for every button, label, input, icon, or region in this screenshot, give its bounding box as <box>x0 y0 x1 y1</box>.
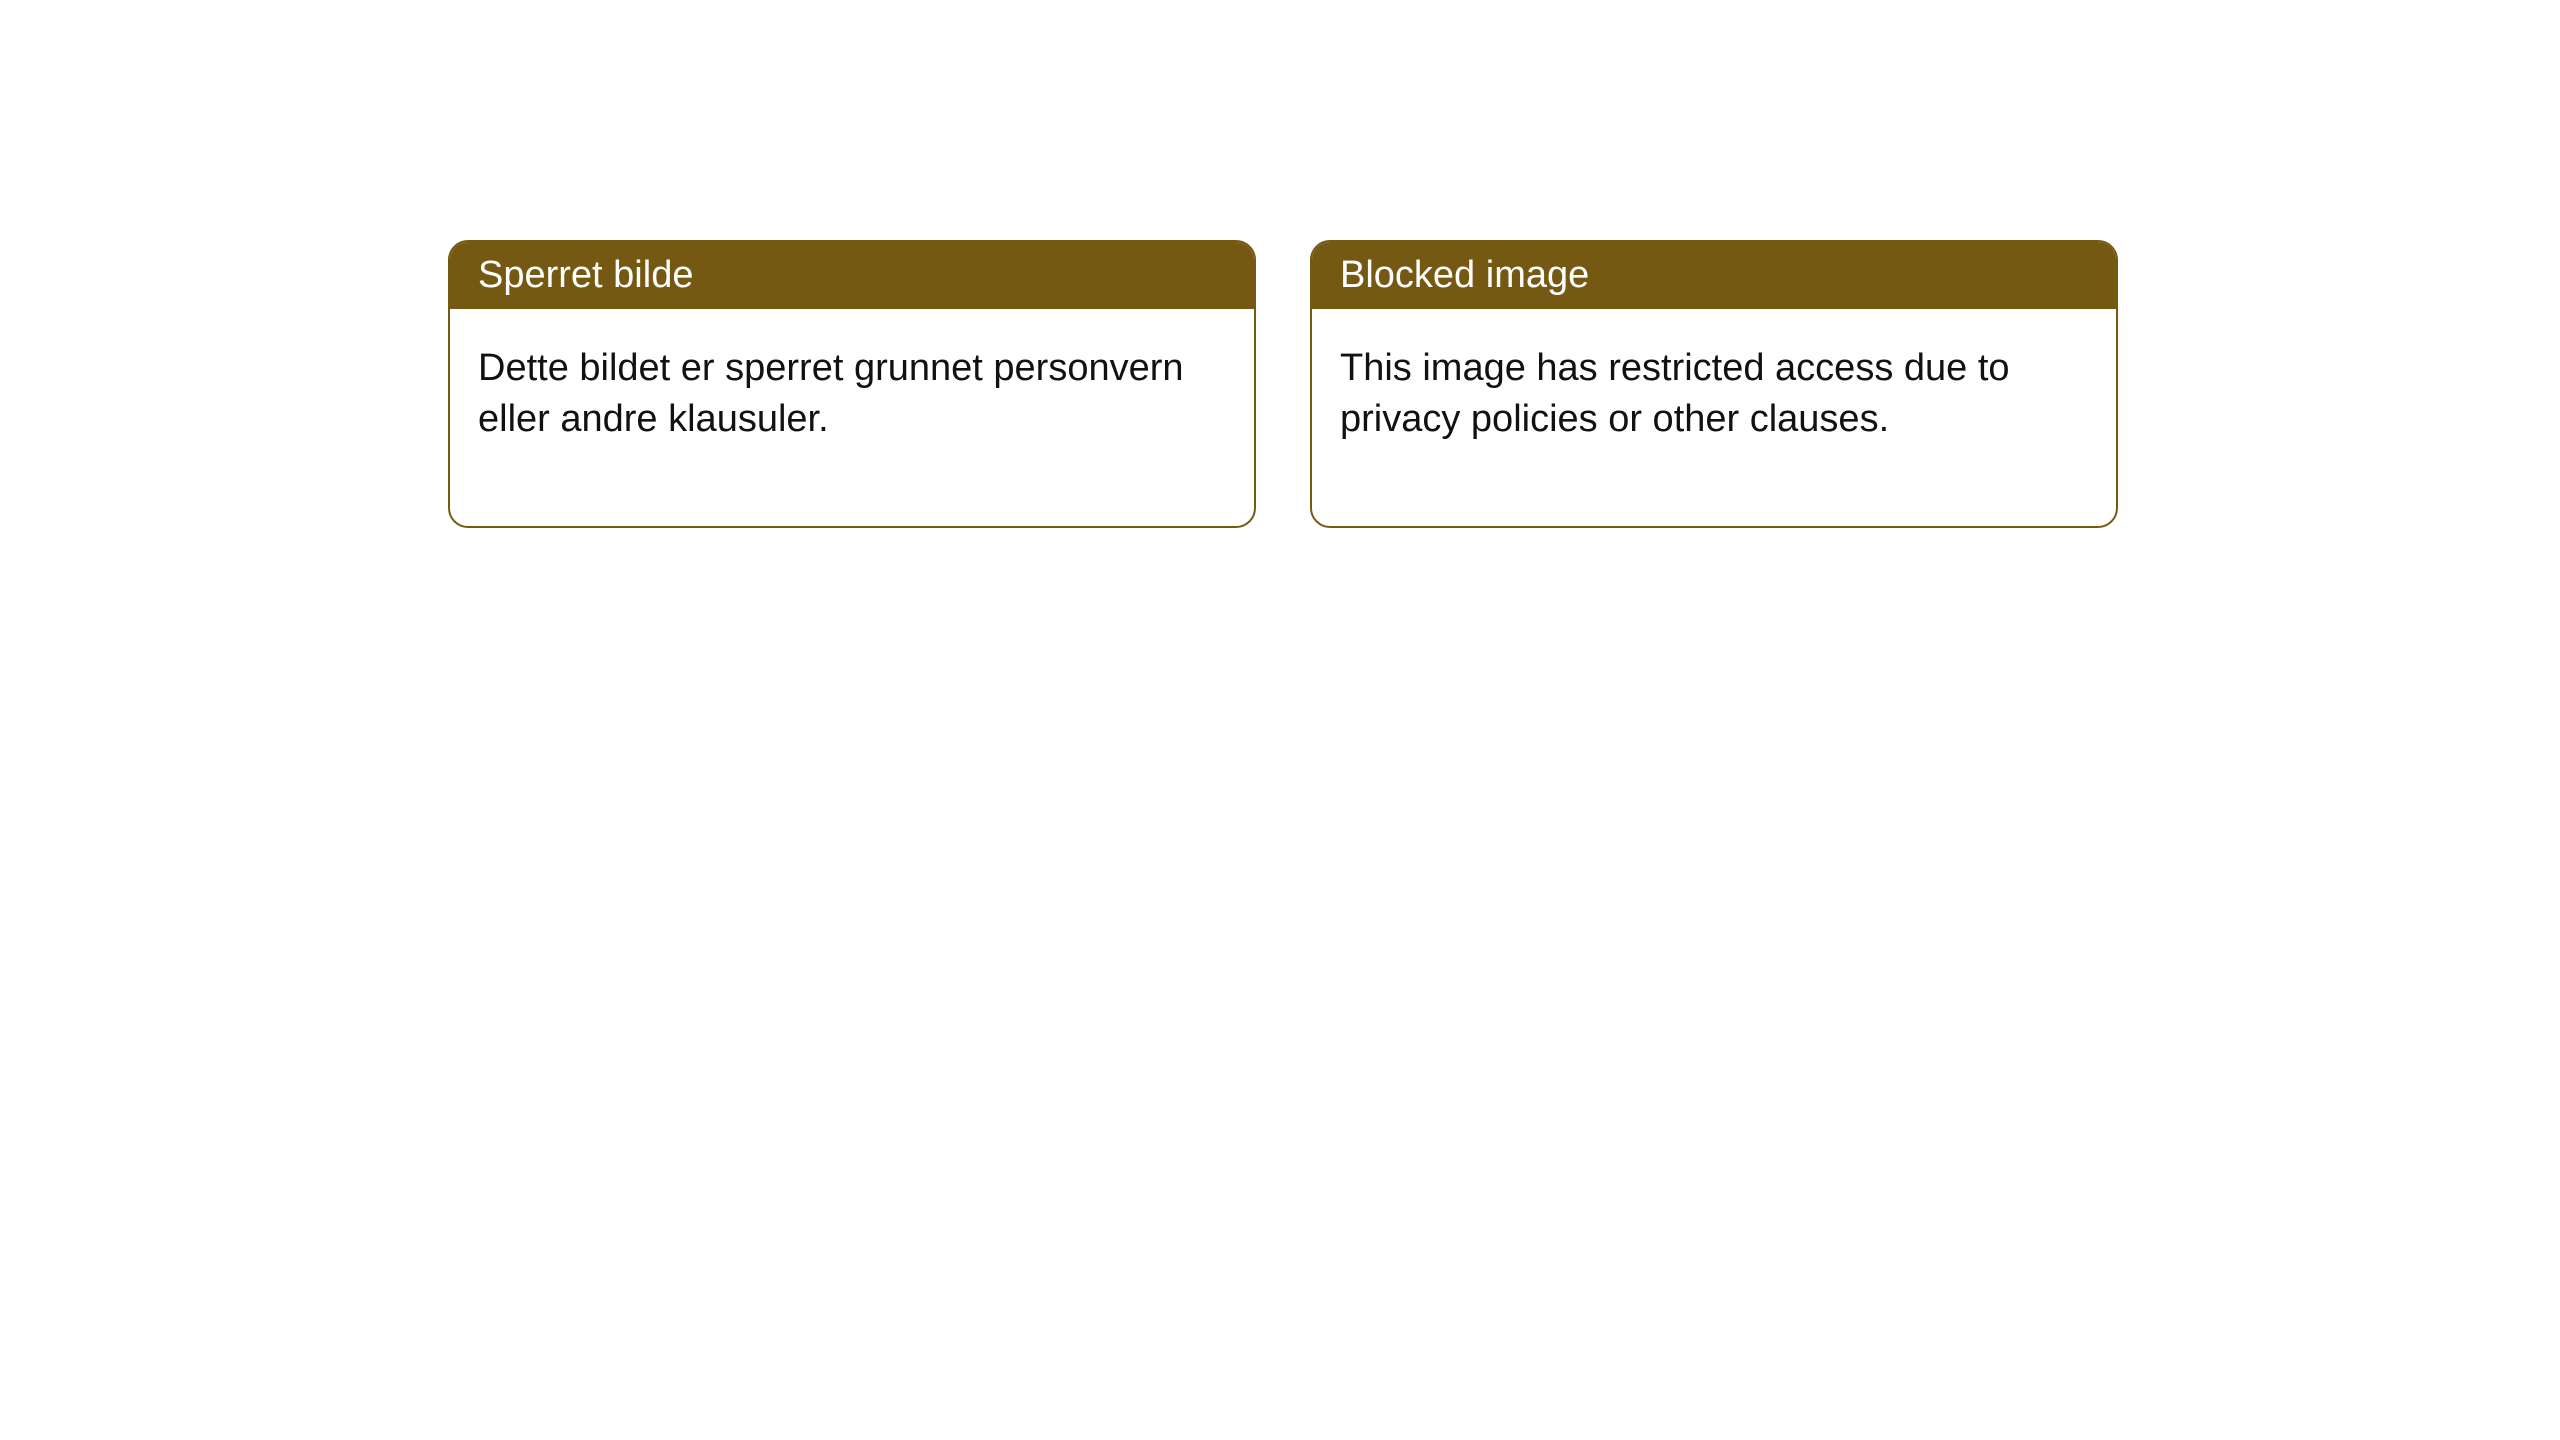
notice-container: Sperret bilde Dette bildet er sperret gr… <box>0 0 2560 528</box>
card-body-text: Dette bildet er sperret grunnet personve… <box>478 347 1184 440</box>
notice-card-english: Blocked image This image has restricted … <box>1310 240 2118 528</box>
card-body: Dette bildet er sperret grunnet personve… <box>450 309 1254 526</box>
card-header: Sperret bilde <box>450 242 1254 309</box>
notice-card-norwegian: Sperret bilde Dette bildet er sperret gr… <box>448 240 1256 528</box>
card-header: Blocked image <box>1312 242 2116 309</box>
card-title: Blocked image <box>1340 254 1589 296</box>
card-body-text: This image has restricted access due to … <box>1340 347 2010 440</box>
card-title: Sperret bilde <box>478 254 693 296</box>
card-body: This image has restricted access due to … <box>1312 309 2116 526</box>
